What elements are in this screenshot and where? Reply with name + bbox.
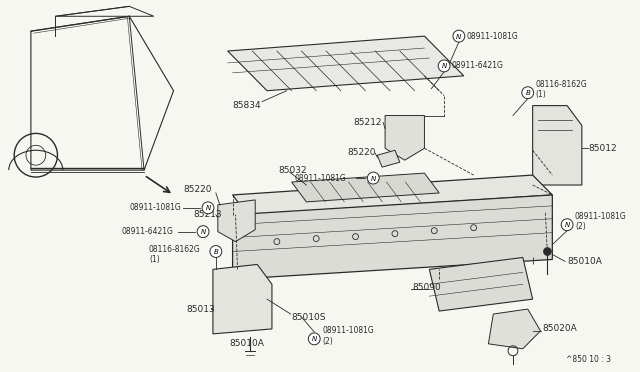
Text: 85834: 85834: [232, 101, 261, 110]
Circle shape: [453, 30, 465, 42]
Text: 08911-1081G: 08911-1081G: [294, 174, 346, 183]
Text: B: B: [525, 90, 530, 96]
Text: N: N: [371, 176, 376, 182]
Text: 85090: 85090: [413, 283, 442, 292]
Text: N: N: [456, 33, 461, 40]
Polygon shape: [385, 116, 424, 160]
Text: N: N: [442, 63, 447, 70]
Polygon shape: [488, 309, 541, 349]
Text: 85010S: 85010S: [292, 312, 326, 321]
Polygon shape: [292, 173, 439, 202]
Text: N: N: [564, 222, 570, 228]
Polygon shape: [218, 200, 255, 241]
Text: 85013: 85013: [186, 305, 215, 314]
Text: 08911-1081G: 08911-1081G: [467, 32, 518, 41]
Polygon shape: [228, 36, 464, 91]
Circle shape: [308, 333, 320, 345]
Circle shape: [210, 246, 222, 257]
Text: 08116-8162G
(1): 08116-8162G (1): [149, 245, 201, 264]
Circle shape: [367, 172, 379, 184]
Text: ^850 10 : 3: ^850 10 : 3: [566, 355, 611, 364]
Text: 85212: 85212: [353, 118, 382, 127]
Text: 08911-1081G: 08911-1081G: [129, 203, 181, 212]
Circle shape: [543, 247, 551, 256]
Text: 85032: 85032: [279, 166, 307, 174]
Circle shape: [522, 87, 534, 99]
Circle shape: [561, 219, 573, 231]
Text: 85010A: 85010A: [230, 339, 264, 348]
Text: B: B: [214, 249, 218, 255]
Text: 08911-6421G: 08911-6421G: [122, 227, 173, 236]
Text: 08911-1081G
(2): 08911-1081G (2): [322, 326, 374, 346]
Text: 85010A: 85010A: [567, 257, 602, 266]
Polygon shape: [232, 195, 552, 279]
Text: 85220: 85220: [348, 148, 376, 157]
Polygon shape: [377, 150, 400, 167]
Text: 08911-1081G
(2): 08911-1081G (2): [575, 212, 627, 231]
Text: N: N: [200, 229, 205, 235]
Polygon shape: [213, 264, 272, 334]
Circle shape: [438, 60, 450, 72]
Text: 08116-8162G
(1): 08116-8162G (1): [536, 80, 588, 99]
Circle shape: [202, 202, 214, 214]
Text: N: N: [312, 336, 317, 342]
Polygon shape: [232, 175, 552, 215]
Text: 85012: 85012: [589, 144, 618, 153]
Text: 85220: 85220: [184, 186, 212, 195]
Circle shape: [197, 226, 209, 238]
Polygon shape: [429, 257, 532, 311]
Text: N: N: [205, 205, 211, 211]
Text: 85020A: 85020A: [543, 324, 577, 333]
Polygon shape: [532, 106, 582, 185]
Text: 85213: 85213: [193, 210, 222, 219]
Text: 08911-6421G: 08911-6421G: [452, 61, 504, 70]
